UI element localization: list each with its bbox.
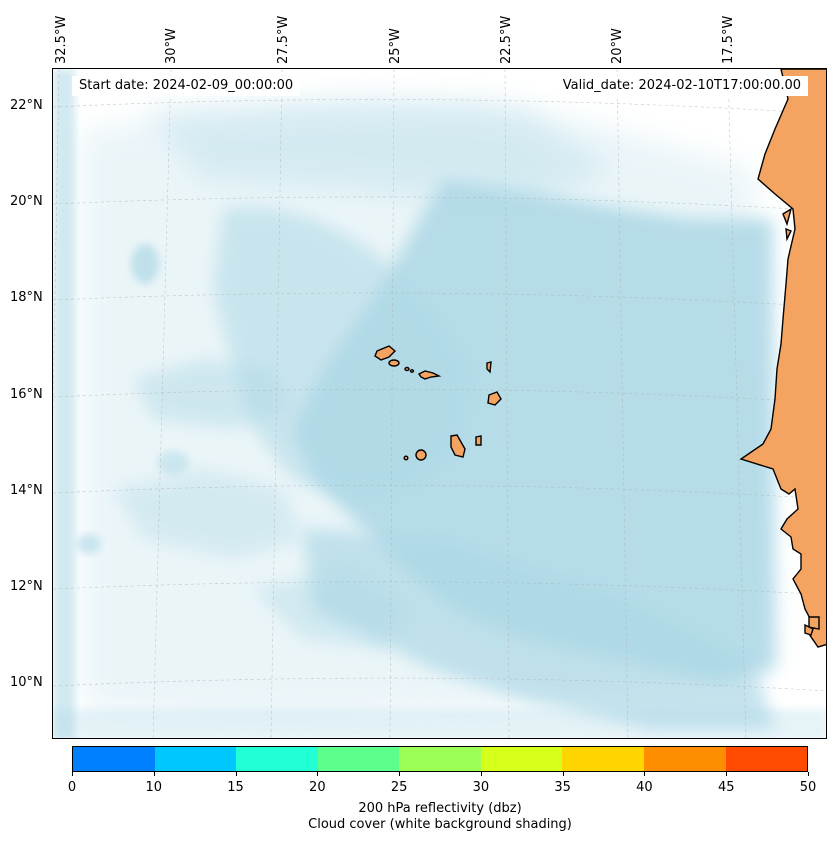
colorbar-tick-label: 35: [554, 780, 571, 795]
colorbar-segment: [73, 747, 155, 771]
africa-coastline: [739, 69, 826, 648]
colorbar-tick-label: 45: [717, 780, 735, 795]
lon-label-25w: 25°W: [388, 28, 403, 64]
colorbar-tick-label: 25: [390, 780, 408, 795]
cloud-cover-shading: [53, 69, 826, 738]
colorbar-tick: [562, 772, 564, 776]
lat-label-22n: 22°N: [10, 98, 43, 113]
lon-label-17-5w: 17.5°W: [721, 15, 736, 64]
start-date-label: Start date: 2024-02-09_00:00:00: [72, 76, 301, 96]
colorbar-segment: [154, 747, 237, 771]
colorbar-segment: [236, 747, 318, 771]
colorbar-tick-label: 0: [67, 780, 77, 795]
cape-verde-islands: [374, 345, 502, 461]
colorbar-segment: [562, 747, 644, 771]
lon-label-20w: 20°W: [610, 28, 625, 64]
lon-label-32-5w: 32.5°W: [54, 15, 69, 64]
colorbar-tick-label: 50: [799, 780, 817, 795]
colorbar-tick: [153, 772, 155, 776]
lon-label-22-5w: 22.5°W: [499, 15, 514, 64]
colorbar-tick: [72, 772, 73, 776]
colorbar-tick-label: 40: [636, 780, 653, 795]
lat-label-12n: 12°N: [10, 579, 43, 594]
lon-label-30w: 30°W: [164, 28, 179, 64]
lat-label-10n: 10°N: [10, 675, 43, 690]
graticule: [53, 69, 826, 738]
map-canvas: [53, 69, 826, 738]
colorbar-segment: [480, 747, 563, 771]
colorbar: [72, 746, 808, 772]
colorbar-tick-label: 20: [309, 780, 326, 795]
colorbar-tick-label: 15: [227, 780, 244, 795]
lon-label-27-5w: 27.5°W: [276, 15, 291, 64]
colorbar-segment: [643, 747, 726, 771]
lat-label-18n: 18°N: [10, 290, 43, 305]
map-panel[interactable]: [52, 68, 827, 739]
lat-label-16n: 16°N: [10, 387, 43, 402]
lat-label-20n: 20°N: [10, 194, 43, 209]
colorbar-tick-label: 30: [472, 780, 490, 795]
colorbar-tick-label: 10: [145, 780, 163, 795]
colorbar-tick: [644, 772, 646, 776]
colorbar-tick: [399, 772, 401, 776]
colorbar-tick: [726, 772, 728, 776]
colorbar-tick: [317, 772, 319, 776]
valid-date-label: Valid_date: 2024-02-10T17:00:00.00: [555, 76, 808, 96]
colorbar-tick: [235, 772, 237, 776]
lat-label-14n: 14°N: [10, 483, 43, 498]
colorbar-tick: [808, 772, 809, 776]
colorbar-tick: [480, 772, 482, 776]
colorbar-sublabel: Cloud cover (white background shading): [308, 817, 572, 832]
colorbar-label: 200 hPa reflectivity (dbz): [358, 801, 522, 816]
colorbar-segment: [317, 747, 400, 771]
colorbar-segment: [399, 747, 481, 771]
colorbar-segment: [725, 747, 808, 771]
